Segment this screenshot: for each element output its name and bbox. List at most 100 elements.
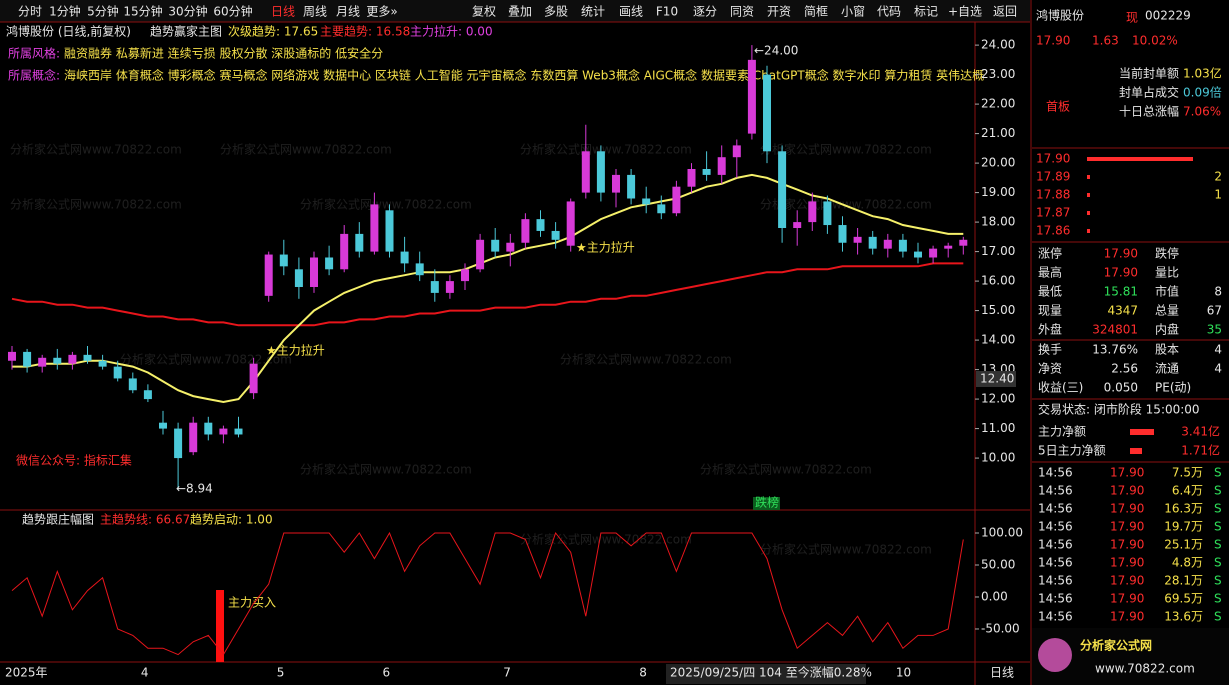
toolbar-button[interactable]: 画线 bbox=[619, 5, 643, 19]
tick-time: 14:56 bbox=[1038, 502, 1073, 516]
toolbar-button[interactable]: +自选 bbox=[948, 5, 982, 19]
toolbar-button[interactable]: 周线 bbox=[303, 5, 327, 19]
chart-title: 趋势跟庄幅图 bbox=[22, 512, 94, 527]
tick-time: 14:56 bbox=[1038, 520, 1073, 534]
stat-value: 13.76% bbox=[1092, 343, 1138, 357]
tick-volume: 7.5万 bbox=[1172, 466, 1203, 480]
seal-label: 十日总涨幅 bbox=[1119, 104, 1179, 119]
toolbar-button[interactable]: F10 bbox=[656, 5, 678, 19]
stat-label: 收益(三) bbox=[1038, 381, 1083, 395]
book-bar bbox=[1087, 175, 1090, 179]
tick-price: 17.90 bbox=[1110, 610, 1144, 624]
toolbar-button[interactable]: 15分钟 bbox=[123, 4, 162, 19]
candle-body bbox=[838, 225, 847, 243]
toolbar-button[interactable]: 30分钟 bbox=[168, 4, 207, 19]
y-tick-label: 17.00 bbox=[981, 244, 1015, 258]
candle-body bbox=[732, 145, 741, 158]
stat-label: 股本 bbox=[1155, 343, 1179, 357]
watermark: 分析家公式网www.70822.com bbox=[10, 197, 182, 212]
tick-side: S bbox=[1214, 484, 1222, 498]
tick-time: 14:56 bbox=[1038, 484, 1073, 498]
price-tag-bg bbox=[976, 371, 1016, 387]
flag: 现 bbox=[1126, 11, 1138, 25]
toolbar-button[interactable]: 同资 bbox=[730, 5, 754, 19]
candle-body bbox=[717, 157, 726, 175]
stat-label: 市值 bbox=[1155, 284, 1179, 299]
toolbar-button[interactable]: 统计 bbox=[581, 5, 605, 19]
book-bar bbox=[1087, 157, 1193, 161]
candle-body bbox=[113, 366, 122, 379]
stat-label: 涨停 bbox=[1038, 246, 1062, 261]
seal-label: 当前封单额 bbox=[1119, 66, 1179, 81]
toolbar-button[interactable]: 逐分 bbox=[693, 5, 717, 19]
toolbar-button[interactable]: 分时 bbox=[18, 5, 42, 19]
seal-value: 7.06% bbox=[1183, 105, 1221, 119]
y-tick-label: 24.00 bbox=[981, 38, 1015, 52]
watermark: 分析家公式网www.70822.com bbox=[120, 352, 292, 367]
change: 1.63 bbox=[1092, 34, 1119, 48]
style-label: 所属风格: bbox=[8, 46, 60, 61]
toolbar-button[interactable]: 60分钟 bbox=[213, 4, 252, 19]
tag-bg bbox=[753, 497, 780, 510]
tick-time: 14:56 bbox=[1038, 592, 1073, 606]
tick-price: 17.90 bbox=[1110, 538, 1144, 552]
toolbar-button[interactable]: 5分钟 bbox=[87, 4, 119, 19]
y-tick-label: 15.00 bbox=[981, 303, 1015, 317]
candle-body bbox=[747, 59, 756, 134]
book-price: 17.87 bbox=[1036, 206, 1070, 220]
stat-label: 净资 bbox=[1038, 362, 1062, 376]
toolbar-button[interactable]: 开资 bbox=[767, 5, 791, 19]
tick-price: 17.90 bbox=[1110, 556, 1144, 570]
stat-label: 量比 bbox=[1155, 266, 1179, 280]
candle-body bbox=[128, 378, 137, 391]
toolbar-button[interactable]: 小窗 bbox=[841, 5, 865, 19]
toolbar-button[interactable]: 1分钟 bbox=[49, 4, 81, 19]
stat-label: PE(动) bbox=[1155, 381, 1191, 395]
tick-volume: 4.8万 bbox=[1172, 556, 1203, 570]
annotation: ★主力拉升 bbox=[576, 240, 635, 255]
candle-body bbox=[279, 254, 288, 267]
book-volume: 1 bbox=[1214, 188, 1222, 202]
price-tag: 12.40 bbox=[980, 372, 1014, 386]
candle-body bbox=[38, 357, 47, 367]
candle-body bbox=[914, 251, 922, 258]
candle-body bbox=[234, 428, 243, 435]
toolbar-button[interactable]: 标记 bbox=[914, 5, 938, 19]
tick-volume: 28.1万 bbox=[1164, 574, 1203, 588]
candle-body bbox=[83, 354, 92, 361]
tick-volume: 19.7万 bbox=[1164, 520, 1203, 534]
toolbar-button[interactable]: 简框 bbox=[804, 5, 828, 19]
toolbar-button[interactable]: 返回 bbox=[993, 5, 1017, 19]
board-tag: 首板 bbox=[1046, 100, 1070, 114]
toolbar-button[interactable]: 更多» bbox=[366, 5, 397, 19]
legend-entry: 趋势启动: 1.00 bbox=[190, 513, 273, 527]
candle-body bbox=[868, 236, 877, 249]
candle-body bbox=[143, 390, 152, 400]
toolbar-button[interactable]: 代码 bbox=[877, 5, 901, 19]
x-tick-label: 6 bbox=[383, 666, 391, 680]
y-tick-label: 14.00 bbox=[981, 333, 1015, 347]
date-bg bbox=[666, 664, 866, 684]
concept-label: 所属概念: bbox=[8, 68, 60, 83]
stat-value: 8 bbox=[1214, 285, 1222, 299]
toolbar-button[interactable]: 叠加 bbox=[508, 5, 532, 19]
toolbar-button[interactable]: 日线 bbox=[271, 5, 295, 19]
candle-body bbox=[763, 74, 771, 152]
toolbar bbox=[0, 0, 1030, 22]
tick-price: 17.90 bbox=[1110, 592, 1144, 606]
toolbar-button[interactable]: 月线 bbox=[336, 5, 360, 19]
y-tick-label: 22.00 bbox=[981, 97, 1015, 111]
stat-value: 17.90 bbox=[1104, 247, 1138, 261]
candle-body bbox=[657, 204, 666, 214]
toolbar-button[interactable]: 复权 bbox=[472, 5, 496, 19]
y-tick-label: -50.00 bbox=[981, 621, 1020, 635]
change-pct: 10.02% bbox=[1132, 34, 1178, 48]
candle-body bbox=[98, 360, 107, 367]
y-tick-label: 18.00 bbox=[981, 215, 1015, 229]
content: 分时 1分钟 5分钟 15分钟 30分钟 60分钟 日线 周线 月线 更多» 复权 叠加 多股 统计 画线 F… bbox=[5, 4, 1229, 685]
toolbar-button[interactable]: 多股 bbox=[544, 5, 568, 19]
candle-body bbox=[672, 186, 681, 214]
tick-price: 17.90 bbox=[1110, 466, 1144, 480]
x-tick-label: 8 bbox=[639, 666, 647, 680]
y-tick-label: 20.00 bbox=[981, 156, 1015, 170]
